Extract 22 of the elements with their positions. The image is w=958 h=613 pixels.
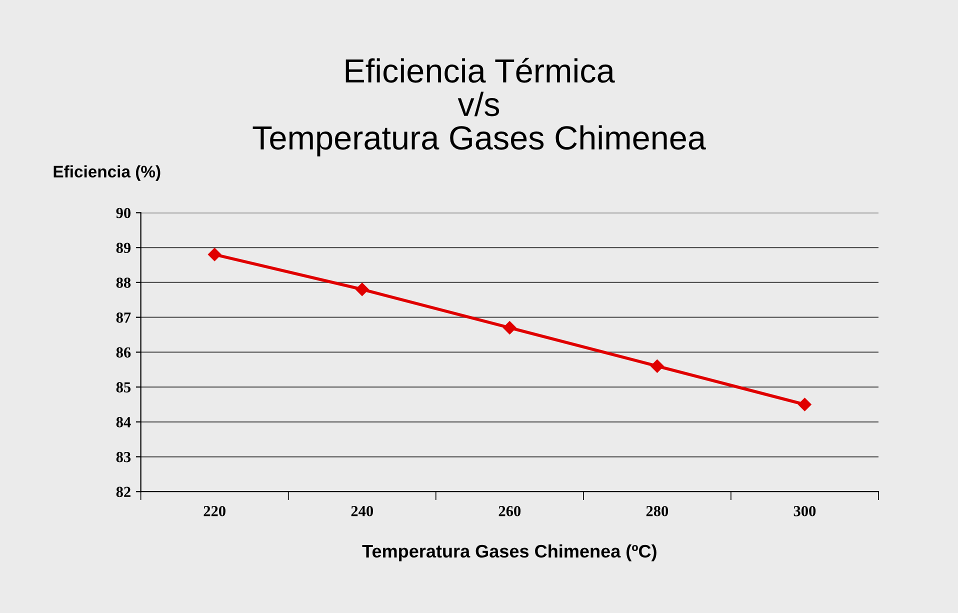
y-tick-label: 83 xyxy=(116,452,131,462)
x-tick-label: 260 xyxy=(498,506,521,516)
x-tick-label: 240 xyxy=(351,506,373,516)
x-tick-label: 220 xyxy=(204,506,226,516)
point xyxy=(503,321,516,334)
y-tick-label: 89 xyxy=(116,242,131,254)
y-tick-label: 86 xyxy=(116,347,131,358)
y-axis-title: Eficiencia (%) xyxy=(54,165,160,181)
x-axis-title: Temperatura Gases Chimenea (ºC) xyxy=(362,544,656,562)
x-tick-label: 280 xyxy=(646,506,668,516)
point xyxy=(650,360,664,373)
point xyxy=(208,248,222,262)
y-tick-label: 82 xyxy=(116,486,130,498)
y-tick-label: 88 xyxy=(116,278,131,288)
y-tick-label: 90 xyxy=(116,208,131,218)
x-tick-label: 300 xyxy=(794,506,816,516)
point xyxy=(798,398,812,412)
y-tick-label: 87 xyxy=(116,312,131,323)
y-tick-label: 85 xyxy=(116,382,131,392)
chart-title: Eficiencia Térmica v/s Temperatura Gases Chimenea xyxy=(252,58,706,156)
point xyxy=(356,282,369,296)
y-tick-label: 84 xyxy=(116,417,131,428)
